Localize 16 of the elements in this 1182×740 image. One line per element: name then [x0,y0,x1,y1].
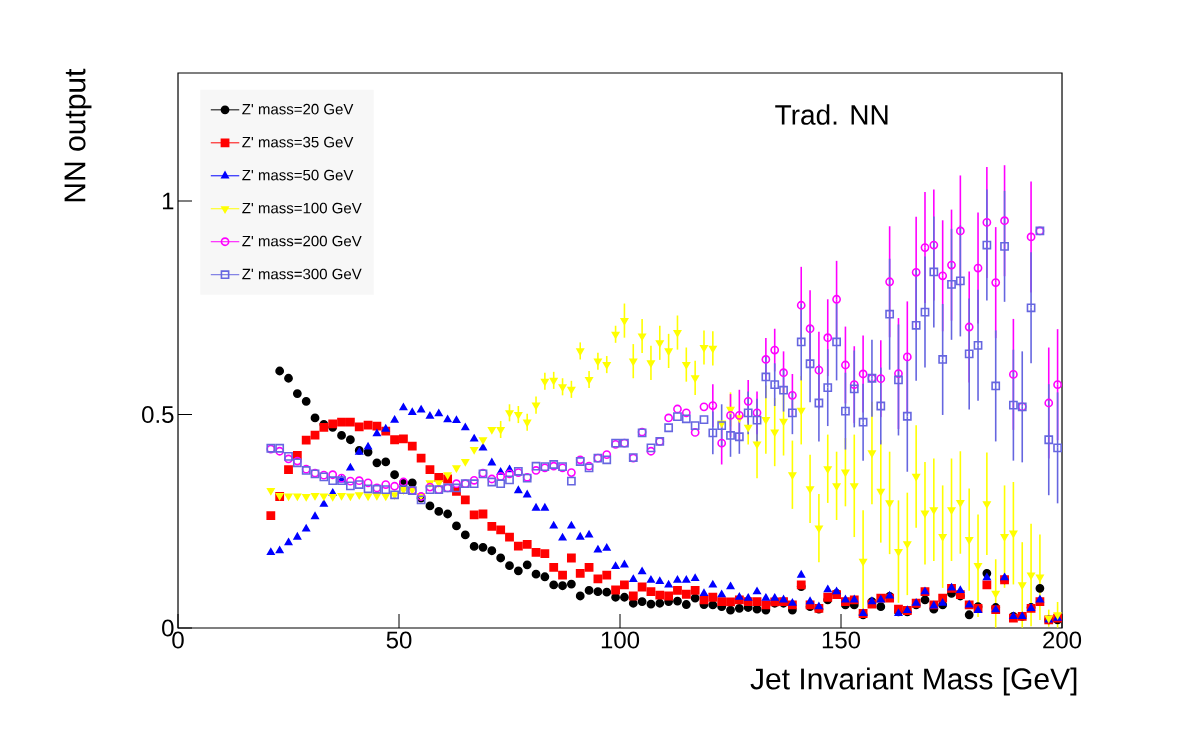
y-axis-title: NN output [64,68,92,202]
legend-label: Z' mass=300 GeV [242,268,362,280]
x-tick-label: 50 [386,631,412,649]
x-tick-label: 150 [822,631,861,649]
x-axis-title: Jet Invariant Mass [GeV] [750,667,1077,696]
legend-label: Z' mass=50 GeV [242,169,354,181]
text: Trad. NN [775,104,888,125]
legend-label: Z' mass=200 GeV [242,235,362,247]
x-tick-label: 200 [1043,631,1082,649]
x-tick-label: 100 [601,631,640,649]
legend-label: Z' mass=20 GeV [242,103,354,115]
y-tick-label: 0 [162,619,174,637]
legend-label: Z' mass=35 GeV [242,136,354,148]
y-tick-label: 0.5 [142,406,174,424]
legend-label: Z' mass=100 GeV [242,202,362,214]
y-tick-label: 1 [162,192,174,210]
